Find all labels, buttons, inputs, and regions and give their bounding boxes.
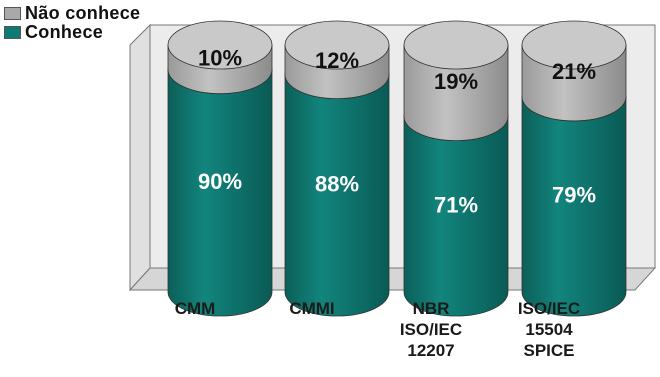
- legend-label-nao-conhece: Não conhece: [25, 3, 141, 23]
- legend-swatch-conhece: [4, 26, 21, 39]
- bar-conhece-3-body: [521, 96, 627, 317]
- category-label-2: NBR ISO/IEC 12207: [376, 298, 486, 361]
- category-label-line: 12207: [407, 341, 455, 360]
- data-label-conhece-1: 88%: [315, 171, 359, 196]
- bar-conhece-0-body: [167, 69, 273, 317]
- data-label-nao-conhece-3: 21%: [552, 59, 596, 84]
- bar-nao-conhece-2-cap: [403, 20, 509, 70]
- category-label-line: SPICE: [523, 341, 575, 360]
- bar-nao-conhece-2-body: [403, 44, 509, 142]
- bar-nao-conhece-3-cap: [521, 20, 627, 70]
- bars-layer: 90% 10% 88% 12% 71% 19% 79% 21%: [167, 20, 627, 317]
- data-label-conhece-3: 79%: [552, 182, 596, 207]
- data-label-nao-conhece-1: 12%: [315, 48, 359, 73]
- legend-swatch-nao-conhece: [4, 7, 21, 20]
- bar-conhece-2-body: [403, 116, 509, 317]
- category-label-line: ISO/IEC: [399, 320, 463, 339]
- category-label-1: CMMI: [257, 298, 367, 319]
- legend-label-conhece: Conhece: [25, 22, 104, 42]
- category-label-line: NBR: [412, 299, 450, 318]
- data-label-conhece-0: 90%: [198, 169, 242, 194]
- category-label-3: ISO/IEC 15504 SPICE: [494, 298, 604, 361]
- category-label-line: CMMI: [289, 299, 335, 318]
- bar-nao-conhece-1-cap: [284, 20, 390, 70]
- data-label-conhece-2: 71%: [434, 192, 478, 217]
- chart-side-wall: [129, 23, 151, 292]
- category-label-line: CMM: [174, 299, 216, 318]
- legend-item-conhece: Conhece: [4, 22, 204, 42]
- data-label-nao-conhece-0: 10%: [198, 45, 242, 70]
- category-label-line: 15504: [525, 320, 573, 339]
- bar-conhece-1-body: [284, 74, 390, 317]
- data-label-nao-conhece-2: 19%: [434, 69, 478, 94]
- legend: Não conhece Conhece: [4, 3, 204, 42]
- category-label-0: CMM: [140, 298, 250, 319]
- category-label-line: ISO/IEC: [517, 299, 581, 318]
- bar-nao-conhece-0-cap: [167, 20, 273, 70]
- legend-item-nao-conhece: Não conhece: [4, 3, 204, 23]
